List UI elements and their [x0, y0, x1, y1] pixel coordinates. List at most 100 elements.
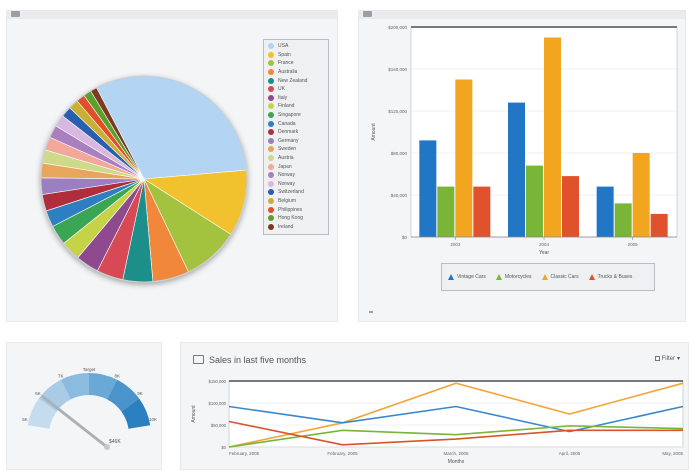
line-chart-panel: Sales in last five months Filter ▾ $0 $50… — [180, 342, 689, 470]
legend-swatch — [268, 206, 274, 213]
panel-menu-icon[interactable] — [11, 11, 20, 17]
legend-item[interactable]: Norway — [264, 180, 328, 189]
legend-label: Japan — [278, 163, 292, 170]
legend-item[interactable]: Belgium — [264, 197, 328, 206]
filter-button[interactable]: Filter ▾ — [654, 355, 680, 362]
legend-swatch — [268, 215, 274, 222]
legend-swatch — [268, 94, 274, 101]
legend-swatch — [268, 163, 274, 170]
panel-menu-icon[interactable] — [363, 11, 372, 17]
bar-legend: Vintage Cars Motorcycles Classic Cars Truck… — [441, 263, 655, 291]
gauge-tick-label: 8K — [114, 373, 120, 378]
legend-item[interactable]: Classic Cars — [541, 274, 579, 280]
gauge-band — [27, 398, 57, 429]
legend-swatch — [268, 120, 274, 127]
legend-item[interactable]: Italy — [264, 94, 328, 103]
bar-trucks-buses-2005[interactable] — [650, 213, 668, 237]
legend-label: USA — [278, 43, 289, 50]
gauge-band — [89, 373, 118, 400]
legend-item[interactable]: Denmark — [264, 128, 328, 137]
bar-vintage-cars-2003[interactable] — [419, 140, 437, 237]
legend-item[interactable]: Sweden — [264, 145, 328, 154]
line-series-4[interactable] — [228, 420, 683, 446]
bar-motorcycles-2003[interactable] — [437, 186, 455, 237]
y-tick-label: $160,000 — [388, 67, 407, 72]
legend-item[interactable]: Ireland — [264, 222, 328, 231]
scroll-indicator[interactable] — [369, 311, 373, 313]
legend-item[interactable]: Trucks & Buses — [588, 274, 633, 280]
x-tick-label: February, 2005 — [327, 451, 358, 456]
bar-classic-cars-2004[interactable] — [544, 37, 561, 238]
gauge-tick-label: 6K — [35, 391, 41, 396]
legend-swatch — [268, 197, 274, 204]
legend-item[interactable]: Norway — [264, 171, 328, 180]
legend-item[interactable]: Finland — [264, 102, 328, 111]
gauge-needle — [41, 395, 109, 449]
filter-icon — [654, 356, 660, 361]
legend-label: France — [278, 60, 294, 67]
x-axis-label: Months — [448, 459, 465, 465]
triangle-icon — [541, 274, 548, 280]
gauge-band — [107, 379, 140, 412]
gauge-value-label: $46K — [109, 439, 121, 445]
gauge-chart: 5K 6K 7K Target 8K 9K 10K $46K — [22, 367, 157, 450]
legend-item[interactable]: Philippines — [264, 205, 328, 214]
legend-swatch — [268, 77, 274, 84]
legend-item[interactable]: Singapore — [264, 111, 328, 120]
legend-swatch — [268, 155, 274, 162]
y-axis-label: Amount — [191, 405, 197, 423]
line-series-3[interactable] — [228, 425, 684, 448]
legend-label: Finland — [278, 103, 295, 110]
triangle-icon — [495, 274, 502, 280]
bar-motorcycles-2005[interactable] — [614, 203, 632, 237]
legend-item[interactable]: Motorcycles — [495, 274, 532, 280]
legend-item[interactable]: Austria — [264, 154, 328, 163]
legend-label: Germany — [278, 137, 299, 144]
legend-label: Italy — [278, 94, 288, 101]
chevron-down-icon: ▾ — [676, 356, 680, 362]
legend-item[interactable]: Australia — [264, 68, 328, 77]
line-chart: $0 $50,000 $100,000 $150,000 Amount February,… — [191, 379, 684, 465]
pie-chart-panel: USA Spain France Australia New Zealand UK Ital… — [6, 10, 338, 322]
legend-item[interactable]: Hong Kong — [264, 214, 328, 223]
legend-item[interactable]: France — [264, 59, 328, 68]
bar-vintage-cars-2004[interactable] — [508, 102, 525, 237]
line-series-2[interactable] — [228, 405, 684, 433]
legend-item[interactable]: Switzerland — [264, 188, 328, 197]
x-axis-label: Year — [539, 250, 549, 256]
legend-item[interactable]: Japan — [264, 162, 328, 171]
bar-trucks-buses-2003[interactable] — [473, 186, 491, 237]
legend-label: Philippines — [278, 206, 303, 213]
legend-item[interactable]: Vintage Cars — [448, 274, 486, 280]
legend-item[interactable]: UK — [264, 85, 328, 94]
legend-swatch — [268, 103, 274, 110]
legend-label: Vintage Cars — [457, 274, 486, 280]
bar-vintage-cars-2005[interactable] — [596, 186, 614, 237]
y-axis-label: Amount — [371, 123, 377, 141]
legend-item[interactable]: Spain — [264, 51, 328, 60]
gauge-pivot — [104, 444, 110, 450]
legend-label: Sweden — [278, 146, 297, 153]
legend-label: UK — [278, 86, 285, 93]
gauge-tick-label: 7K — [58, 373, 64, 378]
bar-trucks-buses-2004[interactable] — [562, 176, 579, 237]
line-series-1[interactable] — [228, 382, 684, 448]
legend-item[interactable]: Canada — [264, 119, 328, 128]
bar-chart-panel: $0 $40,000 $80,000 $120,000 $160,000 $200,000… — [358, 10, 686, 322]
gauge-tick-label: 9K — [137, 391, 143, 396]
legend-item[interactable]: USA — [264, 42, 328, 51]
legend-item[interactable]: New Zealand — [264, 76, 328, 85]
legend-swatch — [268, 51, 274, 58]
x-tick-label: 2004 — [539, 242, 550, 247]
triangle-icon — [588, 274, 595, 280]
legend-swatch — [268, 223, 274, 230]
bar-classic-cars-2005[interactable] — [632, 153, 650, 237]
legend-item[interactable]: Germany — [264, 137, 328, 146]
legend-label: Trucks & Buses — [597, 274, 633, 280]
y-tick-label: $0 — [221, 445, 226, 450]
legend-swatch — [268, 60, 274, 67]
bar-chart: $0 $40,000 $80,000 $120,000 $160,000 $200,000… — [371, 25, 678, 256]
bar-motorcycles-2004[interactable] — [526, 165, 543, 237]
bar-classic-cars-2003[interactable] — [455, 79, 473, 238]
x-tick-label: May, 2005 — [662, 451, 683, 456]
